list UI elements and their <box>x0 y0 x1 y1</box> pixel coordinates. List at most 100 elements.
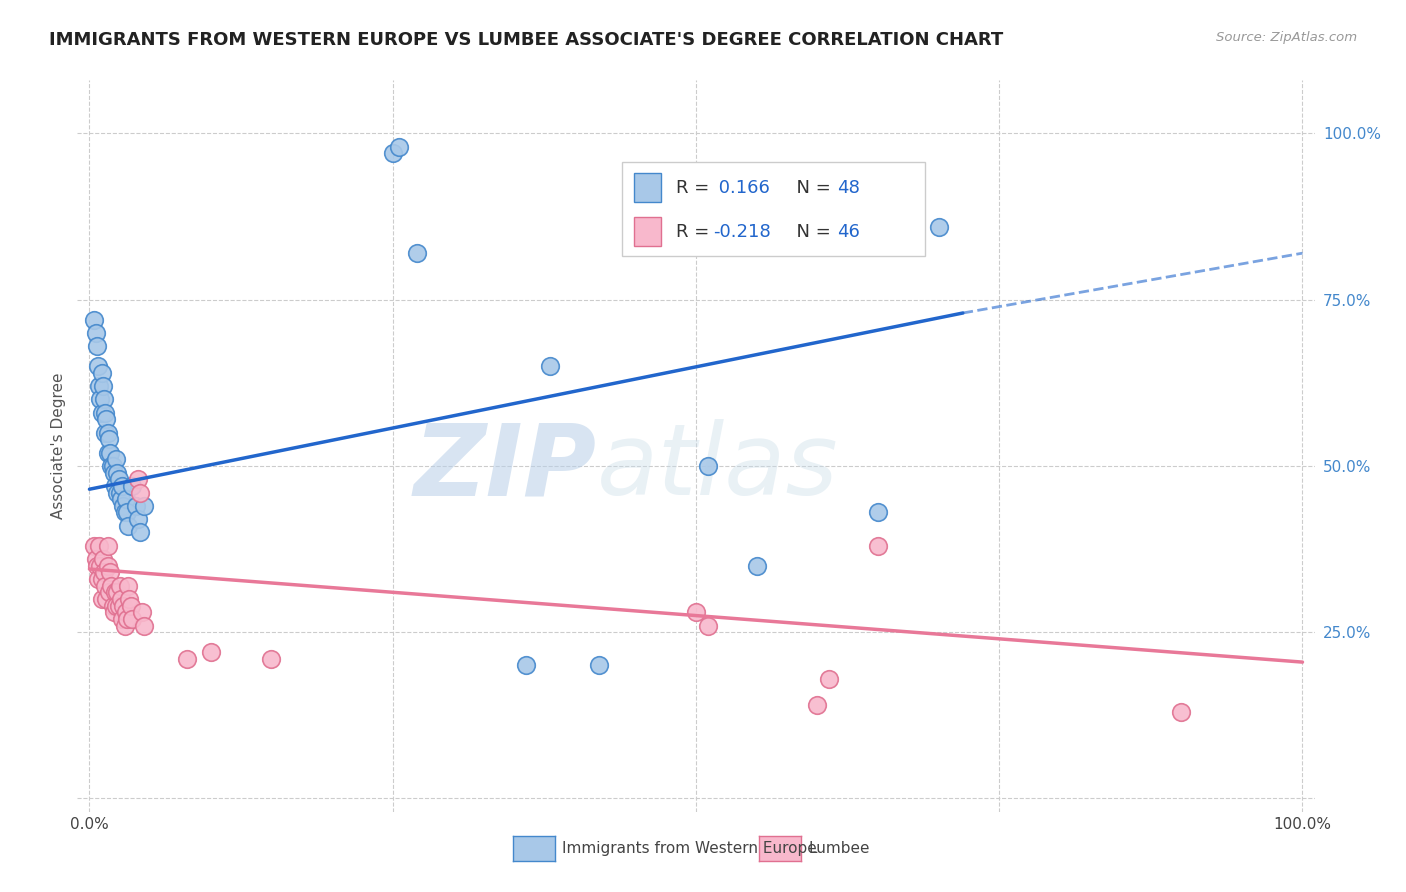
Point <box>90 366 112 380</box>
Point <box>93 566 115 580</box>
Point <box>866 539 889 553</box>
Point <box>114 618 136 632</box>
Point <box>86 558 108 573</box>
Point <box>406 246 429 260</box>
Point <box>89 392 111 407</box>
Point <box>121 479 143 493</box>
Point <box>100 458 122 473</box>
Point <box>131 605 153 619</box>
Point <box>86 339 108 353</box>
Point <box>90 572 112 586</box>
Point <box>1170 705 1192 719</box>
Point <box>104 479 127 493</box>
Point <box>538 359 561 374</box>
Point <box>91 379 114 393</box>
Point <box>745 558 768 573</box>
Point <box>103 605 125 619</box>
Text: -0.218: -0.218 <box>713 223 770 241</box>
Point <box>101 458 124 473</box>
Point <box>105 485 128 500</box>
Point <box>115 492 138 507</box>
Point <box>93 392 115 407</box>
Point <box>108 579 131 593</box>
Point <box>124 499 146 513</box>
Point <box>111 479 134 493</box>
Point <box>91 552 114 566</box>
Point <box>388 140 411 154</box>
Text: 46: 46 <box>837 223 860 241</box>
Point <box>97 558 120 573</box>
Point <box>84 552 107 566</box>
Point <box>94 406 117 420</box>
Text: ZIP: ZIP <box>413 419 598 516</box>
Bar <box>634 173 661 202</box>
Point <box>89 539 111 553</box>
Point <box>260 652 283 666</box>
Point <box>84 326 107 340</box>
Point <box>112 499 135 513</box>
Point <box>98 445 121 459</box>
Point <box>112 599 135 613</box>
Text: Immigrants from Western Europe: Immigrants from Western Europe <box>562 841 817 855</box>
Point <box>97 433 120 447</box>
Point <box>117 579 139 593</box>
Point <box>89 379 111 393</box>
Point <box>588 658 610 673</box>
Point <box>118 591 141 606</box>
FancyBboxPatch shape <box>621 162 925 256</box>
Point <box>120 599 142 613</box>
Point <box>107 472 129 486</box>
Point <box>103 466 125 480</box>
Text: 48: 48 <box>837 178 860 197</box>
Point <box>87 572 110 586</box>
Text: N =: N = <box>785 223 837 241</box>
Text: Lumbee: Lumbee <box>808 841 870 855</box>
Point <box>111 612 134 626</box>
Text: R =: R = <box>676 178 716 197</box>
Point <box>98 566 121 580</box>
Point <box>117 518 139 533</box>
Point <box>94 425 117 440</box>
Text: atlas: atlas <box>598 419 838 516</box>
Point <box>97 585 120 599</box>
Point <box>97 445 120 459</box>
Point <box>108 485 131 500</box>
Point <box>97 539 120 553</box>
Point <box>90 406 112 420</box>
Point <box>114 506 136 520</box>
Point <box>132 499 155 513</box>
Point <box>83 539 105 553</box>
Point <box>115 506 138 520</box>
Point <box>101 599 124 613</box>
Point <box>866 506 889 520</box>
Point <box>104 585 127 599</box>
Point <box>806 698 828 713</box>
Point <box>200 645 222 659</box>
Point <box>129 525 152 540</box>
Point <box>100 579 122 593</box>
Point <box>105 466 128 480</box>
Point <box>89 558 111 573</box>
Point <box>176 652 198 666</box>
Text: R =: R = <box>676 223 716 241</box>
Point <box>515 658 537 673</box>
Point <box>105 599 128 613</box>
Point <box>87 359 110 374</box>
Point <box>127 472 149 486</box>
Point <box>129 485 152 500</box>
Point <box>105 585 128 599</box>
Point <box>96 591 118 606</box>
Text: IMMIGRANTS FROM WESTERN EUROPE VS LUMBEE ASSOCIATE'S DEGREE CORRELATION CHART: IMMIGRANTS FROM WESTERN EUROPE VS LUMBEE… <box>49 31 1004 49</box>
Point <box>685 605 707 619</box>
Point <box>83 312 105 326</box>
Point <box>105 452 128 467</box>
Point <box>96 412 118 426</box>
Point <box>127 512 149 526</box>
Point <box>90 591 112 606</box>
Y-axis label: Associate's Degree: Associate's Degree <box>51 373 66 519</box>
Point <box>697 458 720 473</box>
Point <box>110 492 132 507</box>
Point <box>94 579 117 593</box>
Point <box>818 672 841 686</box>
Text: Source: ZipAtlas.com: Source: ZipAtlas.com <box>1216 31 1357 45</box>
